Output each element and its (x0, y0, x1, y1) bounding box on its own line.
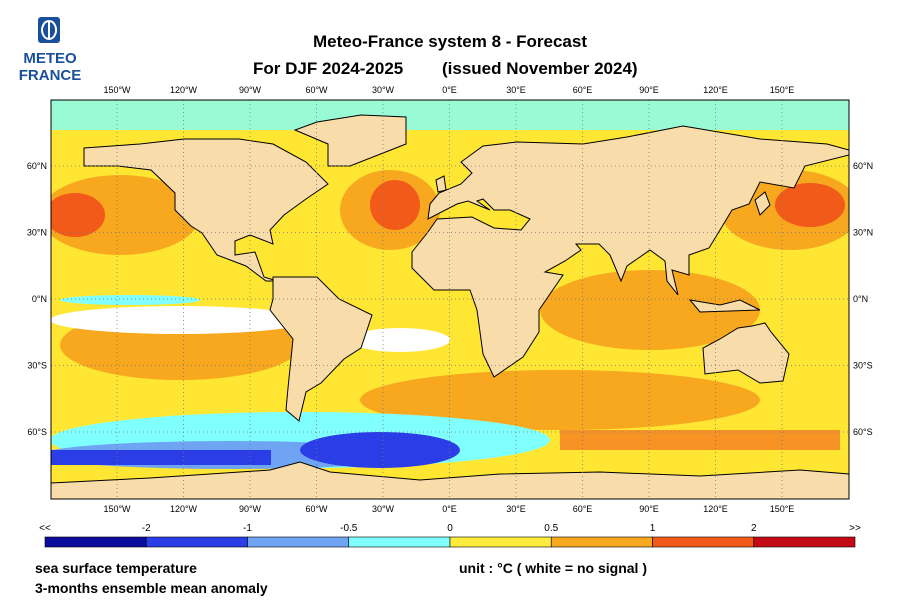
land (293, 114, 407, 167)
lon-label: 120°W (170, 504, 198, 514)
lon-label: 120°W (170, 85, 198, 95)
title: Meteo-France system 8 - Forecast (313, 32, 587, 51)
map-frame (50, 99, 850, 500)
footer-text: 3-months ensemble mean anomaly (35, 580, 268, 596)
lon-label: 60°W (305, 504, 328, 514)
lon-label: 120°E (703, 504, 728, 514)
lon-label: 30°W (372, 85, 395, 95)
lon-label: 30°W (372, 504, 395, 514)
colorbar-label: >> (849, 523, 861, 534)
lat-label: 0°N (32, 294, 47, 304)
lon-label: 150°W (103, 85, 131, 95)
logo-text: FRANCE (19, 67, 82, 84)
map (50, 99, 850, 500)
logo: METEO FRANCE (19, 17, 82, 84)
colorbar-label: 0 (447, 523, 453, 534)
lat-label: 60°S (853, 427, 873, 437)
colorbar-label: -1 (243, 523, 252, 534)
lat-label: 30°S (27, 361, 47, 371)
lon-label: 90°E (639, 504, 659, 514)
subtitle: (issued November 2024) (442, 59, 638, 78)
land (411, 125, 850, 378)
colorbar-segment (550, 536, 653, 548)
lon-label: 30°E (506, 85, 526, 95)
lon-label: 60°W (305, 85, 328, 95)
colorbar-label: -0.5 (340, 523, 358, 534)
footer-text: unit : °C ( white = no signal ) (459, 560, 647, 576)
land (83, 138, 329, 282)
lat-label: 60°N (27, 161, 47, 171)
colorbar-segment (44, 536, 147, 548)
lon-label: 0°E (442, 504, 457, 514)
lon-label: 30°E (506, 504, 526, 514)
colorbar-segment (652, 536, 755, 548)
lat-label: 0°N (853, 294, 868, 304)
lat-label: 30°S (853, 361, 873, 371)
lon-label: 150°E (770, 504, 795, 514)
land (435, 175, 771, 313)
subtitle: For DJF 2024-2025 (253, 59, 403, 78)
logo-text: METEO (23, 50, 77, 67)
lon-label: 90°E (639, 85, 659, 95)
lon-label: 150°W (103, 504, 131, 514)
lon-label: 150°E (770, 85, 795, 95)
colorbar-label: 1 (650, 523, 656, 534)
colorbar-segment (753, 536, 856, 548)
lat-label: 60°S (27, 427, 47, 437)
footer-text: sea surface temperature (35, 560, 197, 576)
colorbar-segment (145, 536, 248, 548)
land (269, 276, 373, 422)
lon-label: 90°W (239, 504, 262, 514)
lat-label: 60°N (853, 161, 873, 171)
lon-label: 90°W (239, 85, 262, 95)
land (702, 322, 790, 384)
lon-label: 60°E (573, 504, 593, 514)
colorbar-segment (449, 536, 552, 548)
colorbar-label: 0.5 (544, 523, 558, 534)
lon-label: 0°E (442, 85, 457, 95)
lat-label: 30°N (853, 228, 873, 238)
colorbar-label: << (39, 523, 51, 534)
colorbar-label: 2 (751, 523, 757, 534)
colorbar-segment (348, 536, 451, 548)
lon-label: 120°E (703, 85, 728, 95)
lat-label: 30°N (27, 228, 47, 238)
colorbar-segment (247, 536, 350, 548)
colorbar-label: -2 (142, 523, 151, 534)
lon-label: 60°E (573, 85, 593, 95)
colorbar: << -2 -1 -0.5 0 0.5 1 2 >> (39, 523, 861, 548)
